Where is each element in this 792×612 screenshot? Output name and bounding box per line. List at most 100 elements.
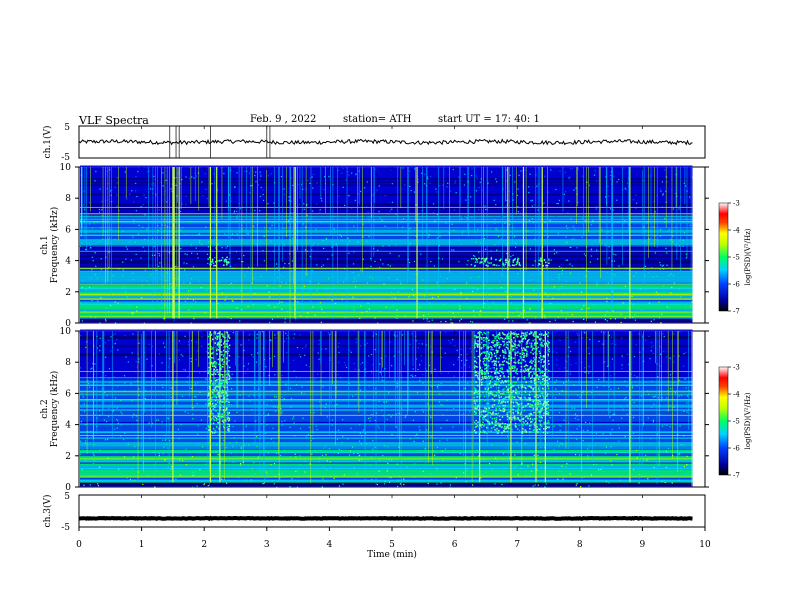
spectrogram-speckle — [650, 242, 653, 245]
patch-speckle — [498, 422, 501, 425]
spectrogram-speckle — [483, 238, 485, 240]
spectrogram-speckle — [81, 469, 83, 471]
patch-speckle — [532, 334, 535, 337]
spectrogram-speckle — [169, 439, 171, 442]
frequency-band — [80, 418, 693, 421]
spectrogram-speckle — [134, 241, 136, 243]
spectrogram-speckle — [296, 486, 299, 489]
patch-speckle — [216, 353, 218, 355]
spectrogram-speckle — [112, 346, 114, 348]
spectrogram-speckle — [187, 412, 189, 414]
spectrogram-speckle — [354, 368, 356, 371]
patch-speckle — [217, 391, 220, 394]
spectrogram-speckle — [163, 317, 165, 319]
spectrogram-speckle — [576, 415, 578, 417]
patch-speckle — [210, 360, 212, 362]
spectrogram-speckle — [118, 468, 120, 470]
spectrogram-speckle — [112, 275, 114, 277]
spectrogram-speckle — [188, 341, 190, 343]
spectrogram-speckle — [106, 188, 108, 190]
spectrogram-speckle — [528, 279, 530, 282]
patch-speckle — [489, 416, 492, 418]
spectrogram-speckle — [255, 361, 258, 363]
ch1-ylabel: ch.1(V) — [42, 126, 53, 159]
spectrogram-speckle — [360, 435, 363, 437]
spectrogram-speckle — [463, 184, 465, 186]
spectrogram-speckle — [262, 199, 265, 202]
spectrogram-speckle — [336, 438, 339, 441]
spectrogram-speckle — [596, 282, 598, 284]
frequency-band — [80, 251, 693, 254]
patch-speckle — [517, 351, 519, 353]
spectrogram-speckle — [355, 393, 357, 396]
spectrogram-speckle — [557, 202, 559, 205]
patch-speckle — [208, 390, 210, 392]
patch-speckle — [530, 344, 533, 347]
spectrogram-speckle — [352, 263, 355, 265]
spectrogram-speckle — [531, 199, 533, 201]
spectrogram-speckle — [395, 213, 397, 215]
patch-speckle — [506, 411, 509, 414]
patch-speckle — [517, 408, 519, 410]
patch-speckle — [524, 423, 527, 426]
spectrogram-speckle — [432, 212, 435, 214]
spectrogram-speckle — [251, 409, 253, 411]
spectrogram-speckle — [224, 299, 226, 301]
patch-speckle — [507, 261, 509, 264]
bright-patch-0 — [207, 256, 230, 267]
spectrogram-speckle — [142, 226, 144, 228]
spectrogram-speckle — [577, 418, 579, 421]
spectrogram-speckle — [103, 419, 105, 421]
patch-speckle — [219, 416, 222, 418]
patch-speckle — [488, 383, 491, 385]
spectrogram-speckle — [460, 318, 462, 320]
spectrogram-speckle — [418, 343, 420, 345]
patch-speckle — [540, 260, 542, 262]
spectrogram-speckle — [166, 201, 168, 203]
spectrogram-speckle — [137, 170, 139, 173]
spectrogram-speckle — [604, 361, 606, 363]
spectrogram-speckle — [91, 367, 93, 369]
spectrogram-speckle — [597, 258, 599, 260]
spectrogram-speckle — [277, 306, 279, 308]
spectrogram-speckle — [518, 349, 520, 351]
patch-speckle — [493, 417, 496, 420]
patch-speckle — [510, 342, 512, 344]
spectrogram-speckle — [391, 459, 393, 461]
spectrogram-speckle — [406, 466, 408, 468]
spectrogram-speckle — [221, 478, 223, 480]
patch-speckle — [529, 417, 532, 420]
spectrogram-speckle — [96, 241, 99, 244]
spectrogram-speckle — [323, 175, 326, 178]
spectrogram-speckle — [95, 170, 97, 173]
patch-speckle — [479, 343, 481, 346]
spectrogram-speckle — [627, 273, 629, 275]
patch-speckle — [499, 354, 502, 357]
spectrogram-speckle — [580, 291, 582, 293]
spectrogram-speckle — [459, 305, 461, 307]
patch-speckle — [208, 401, 210, 404]
patch-speckle — [506, 415, 509, 418]
frequency-band — [80, 243, 693, 246]
spectrogram-speckle — [231, 373, 233, 375]
patch-speckle — [227, 334, 230, 336]
spectrogram-speckle — [440, 372, 442, 374]
spectrogram-speckle — [618, 427, 620, 429]
spectrogram-speckle — [558, 278, 561, 281]
spectrogram-speckle — [555, 215, 557, 217]
spectrogram-speckle — [604, 331, 606, 333]
spectrogram-speckle — [583, 390, 585, 392]
spectrogram-speckle — [382, 415, 384, 417]
spectrogram-speckle — [505, 180, 507, 182]
patch-speckle — [215, 362, 218, 364]
spectrogram-speckle — [319, 209, 321, 211]
spectrogram-speckle — [649, 175, 652, 177]
patch-speckle — [227, 336, 230, 338]
spectrogram-speckle — [374, 446, 376, 448]
spectrogram-speckle — [547, 295, 549, 297]
spectrogram-speckle — [148, 422, 150, 424]
spectrogram-speckle — [666, 424, 668, 426]
spectrogram-speckle — [95, 317, 97, 319]
patch-speckle — [220, 367, 222, 370]
